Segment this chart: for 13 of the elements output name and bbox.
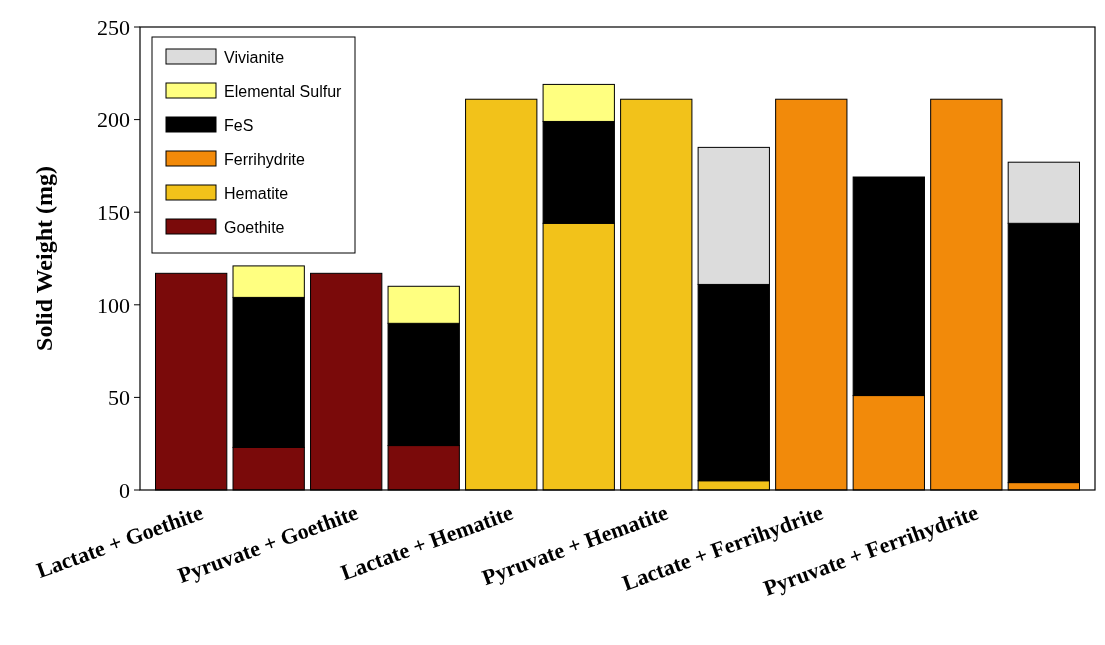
legend-label: Goethite (224, 218, 285, 236)
y-tick-label: 250 (97, 14, 130, 40)
y-tick-label: 100 (97, 292, 130, 318)
legend-label: FeS (224, 116, 254, 134)
legend-label: Vivianite (224, 48, 285, 66)
legend-label: Elemental Sulfur (224, 82, 343, 100)
y-axis-title: Solid Weight (mg) (31, 166, 57, 351)
legend-label: Ferrihydrite (224, 150, 306, 168)
y-tick-label: 50 (108, 385, 130, 411)
y-tick-label: 200 (97, 107, 130, 133)
legend-label: Hematite (224, 184, 289, 202)
y-tick-label: 150 (97, 199, 130, 225)
y-tick-label: 0 (119, 477, 130, 503)
